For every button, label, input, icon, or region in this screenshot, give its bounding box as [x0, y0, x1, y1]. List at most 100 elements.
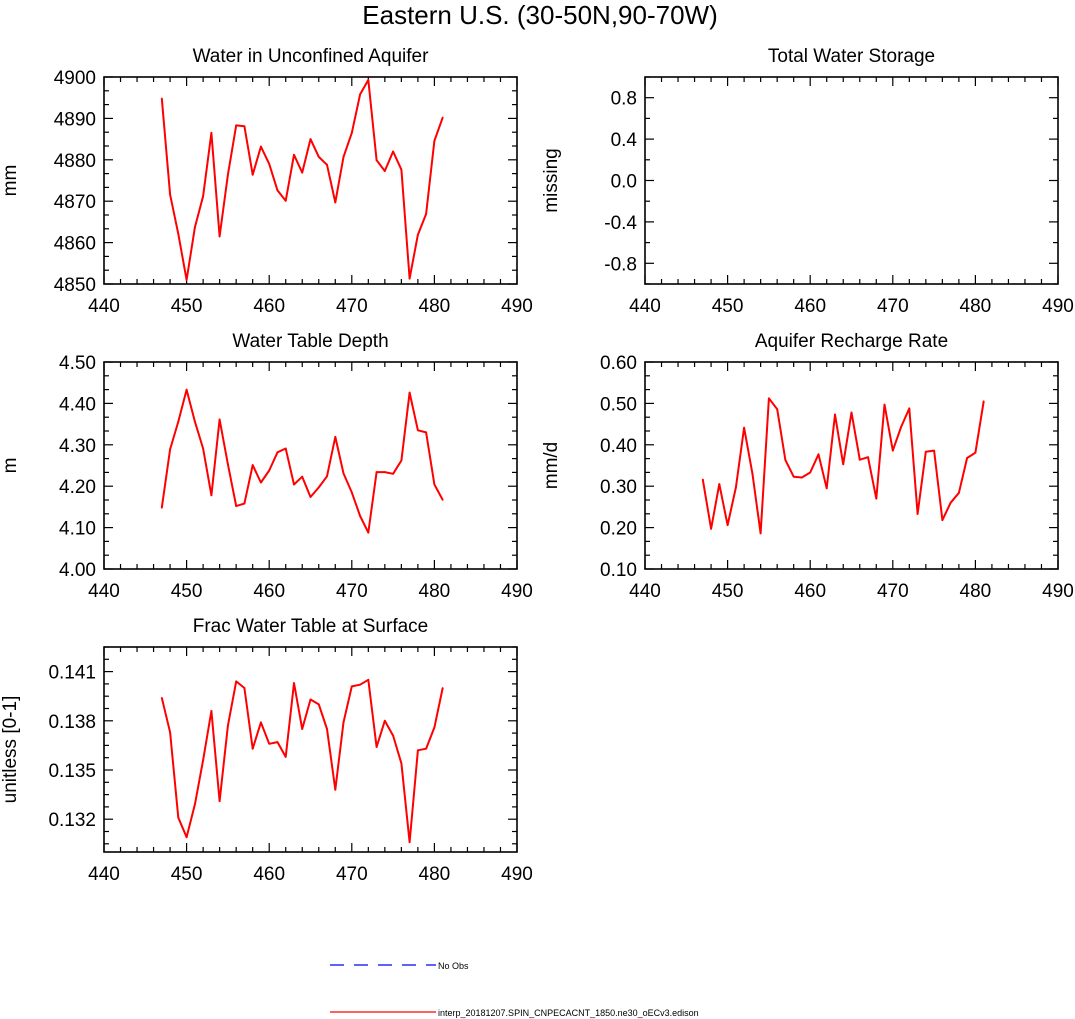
- y-tick-label: 0.60: [600, 353, 637, 374]
- y-tick-label: 0.30: [600, 477, 637, 498]
- data-point: [202, 759, 205, 762]
- y-tick-label: 0.10: [600, 560, 637, 581]
- x-tick-label: 450: [712, 581, 744, 602]
- x-tick-label: 440: [629, 296, 661, 317]
- data-point: [169, 193, 171, 196]
- data-point: [908, 407, 911, 410]
- data-point: [425, 431, 428, 434]
- x-tick-label: 470: [877, 581, 909, 602]
- data-point: [375, 746, 378, 748]
- data-point: [842, 463, 845, 466]
- x-tick-label: 490: [501, 581, 533, 602]
- x-tick-label: 450: [171, 864, 203, 885]
- x-tick-label: 470: [336, 864, 368, 885]
- data-point: [317, 486, 320, 489]
- y-axis-label: missing: [541, 148, 562, 212]
- y-tick-label: 4880: [54, 151, 96, 172]
- data-point: [326, 475, 328, 478]
- data-point: [185, 278, 188, 281]
- series-line: [160, 678, 444, 844]
- data-point: [185, 388, 188, 391]
- y-tick-label: 4.20: [59, 477, 96, 498]
- data-point: [441, 116, 444, 119]
- data-point: [768, 397, 770, 400]
- data-point: [177, 420, 180, 423]
- data-point: [367, 78, 370, 81]
- data-point: [858, 458, 861, 461]
- data-point: [218, 800, 221, 803]
- data-point: [301, 728, 304, 730]
- data-point: [350, 491, 353, 494]
- data-point: [235, 505, 238, 507]
- data-point: [949, 501, 952, 504]
- data-point: [243, 687, 246, 689]
- panels: Water in Unconfined Aquifer mm 440 450 460 47…: [0, 46, 1074, 885]
- data-point: [900, 426, 902, 428]
- data-point: [359, 515, 361, 517]
- data-point: [875, 497, 878, 500]
- y-tick-label: 0.4: [611, 130, 638, 151]
- data-point: [227, 724, 229, 727]
- chart-panel: Total Water Storage missing 440 450 460 470 48…: [541, 46, 1074, 317]
- x-tick-label: 460: [794, 581, 826, 602]
- data-point: [392, 734, 394, 737]
- chart-panel: Aquifer Recharge Rate mm/d 440 450 460 470 480…: [541, 331, 1074, 602]
- legend: No Obs interp_20181207.SPIN_CNPECACNT_18…: [330, 961, 699, 1018]
- data-point: [834, 413, 836, 416]
- data-point: [425, 213, 428, 215]
- x-tick-label: 450: [712, 296, 744, 317]
- data-point: [710, 527, 712, 530]
- data-point: [276, 451, 279, 454]
- data-point: [933, 449, 935, 452]
- data-point: [268, 742, 271, 745]
- x-tick-label: 470: [336, 581, 368, 602]
- data-point: [441, 498, 444, 501]
- data-point: [400, 168, 403, 171]
- y-tick-label: 0.135: [48, 761, 96, 782]
- panel-title: Water in Unconfined Aquifer: [193, 46, 430, 67]
- data-point: [177, 233, 180, 235]
- data-point: [383, 719, 386, 722]
- x-tick-label: 440: [88, 296, 120, 317]
- data-point: [276, 741, 279, 744]
- y-tick-label: 0.40: [600, 436, 637, 457]
- data-point: [243, 502, 246, 505]
- data-point: [301, 475, 304, 478]
- data-point: [408, 277, 411, 280]
- data-point: [334, 436, 337, 438]
- x-tick-label: 490: [1042, 581, 1074, 602]
- data-point: [416, 429, 419, 432]
- data-point: [235, 124, 238, 127]
- data-point: [251, 173, 254, 176]
- data-point: [235, 680, 238, 683]
- x-tick-label: 470: [877, 296, 909, 317]
- data-point: [383, 471, 386, 474]
- data-point: [825, 487, 828, 490]
- data-point: [734, 486, 737, 489]
- y-axis-label: mm: [0, 165, 21, 197]
- data-point: [243, 125, 246, 128]
- x-tick-label: 480: [960, 296, 992, 317]
- x-tick-label: 490: [1042, 296, 1074, 317]
- data-point: [433, 139, 436, 142]
- plot-frame: [644, 76, 1059, 285]
- data-point: [326, 728, 328, 730]
- data-point: [433, 483, 436, 486]
- data-point: [342, 472, 345, 475]
- x-tick-label: 450: [171, 296, 203, 317]
- data-point: [260, 145, 262, 148]
- data-point: [350, 685, 353, 688]
- data-point: [957, 491, 960, 494]
- y-tick-label: -0.8: [604, 254, 637, 275]
- y-tick-label: 0.8: [611, 89, 637, 110]
- data-point: [784, 459, 787, 462]
- y-tick-label: 4.10: [59, 519, 96, 540]
- data-point: [193, 226, 196, 229]
- data-point: [185, 836, 188, 839]
- y-axis-label: unitless [0-1]: [0, 696, 21, 804]
- chart-panel: Frac Water Table at Surface unitless [0-1…: [0, 616, 533, 885]
- x-tick-label: 460: [253, 296, 285, 317]
- data-point: [284, 447, 287, 450]
- panel-title: Frac Water Table at Surface: [193, 616, 429, 637]
- data-point: [227, 173, 229, 176]
